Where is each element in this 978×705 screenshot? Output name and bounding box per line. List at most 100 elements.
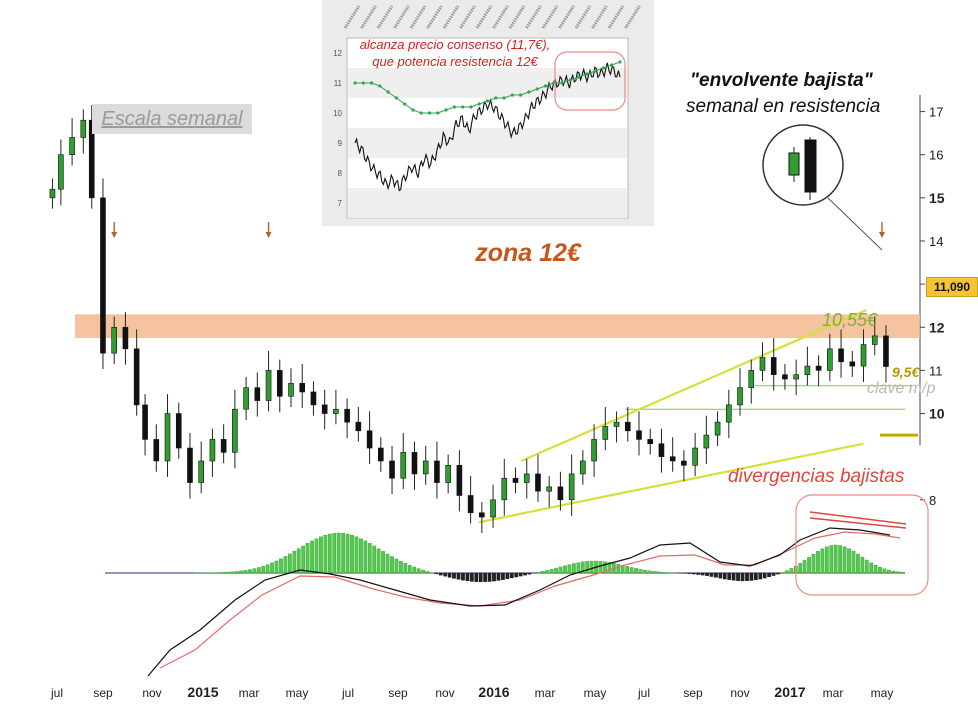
candle-up bbox=[580, 460, 586, 475]
macd-histogram-bar bbox=[567, 564, 572, 574]
macd-histogram-bar bbox=[762, 572, 767, 579]
resistance-zone-band bbox=[75, 314, 920, 339]
macd-histogram-bar bbox=[447, 572, 452, 578]
inset-date-label bbox=[360, 5, 377, 29]
inset-consensus-point bbox=[394, 96, 399, 100]
macd-histogram-bar bbox=[589, 560, 594, 574]
macd-histogram-bar bbox=[776, 572, 780, 575]
inset-consensus-point bbox=[369, 81, 374, 85]
macd-histogram-bar bbox=[279, 558, 283, 574]
candle-up bbox=[602, 426, 609, 440]
candle-up bbox=[726, 404, 732, 423]
candle-up bbox=[759, 357, 766, 371]
candle-up bbox=[748, 370, 755, 388]
macd-histogram-bar bbox=[407, 565, 412, 574]
candle-down bbox=[133, 348, 140, 406]
candle-up bbox=[243, 387, 249, 410]
inset-consensus-point bbox=[436, 111, 440, 115]
macd-histogram-bar bbox=[714, 572, 718, 578]
inset-date-label bbox=[343, 5, 361, 29]
inset-consensus-point bbox=[444, 108, 448, 112]
inset-date-label bbox=[541, 5, 559, 29]
macd-histogram-bar bbox=[740, 572, 745, 582]
envelope-title: "envolvente bajista" bbox=[690, 70, 873, 91]
macd-histogram-bar bbox=[403, 563, 408, 574]
price-tick-label: 14 bbox=[929, 234, 943, 249]
macd-histogram-bar bbox=[509, 572, 514, 579]
macd-histogram-bar bbox=[864, 559, 869, 574]
price-tick-label: 16 bbox=[929, 148, 943, 163]
macd-histogram-bar bbox=[487, 572, 492, 582]
month-tick-label: may bbox=[286, 686, 309, 700]
inset-consensus-point bbox=[535, 87, 539, 91]
month-tick-label: nov bbox=[142, 686, 161, 700]
macd-histogram-bar bbox=[332, 533, 337, 574]
inset-consensus-point bbox=[510, 93, 514, 97]
macd-histogram-bar bbox=[585, 561, 590, 574]
candle-down bbox=[636, 430, 642, 440]
macd-histogram-bar bbox=[376, 548, 381, 574]
month-tick-label: mar bbox=[535, 686, 556, 700]
macd-histogram-bar bbox=[283, 556, 288, 574]
candle-up bbox=[164, 413, 171, 462]
macd-histogram-bar bbox=[878, 566, 882, 574]
macd-histogram-bar bbox=[292, 551, 297, 574]
macd-histogram-bar bbox=[651, 571, 656, 574]
divergence-label: divergencias bajistas bbox=[728, 466, 905, 487]
macd-histogram-bar bbox=[469, 572, 474, 582]
macd-histogram-bar bbox=[643, 569, 647, 574]
macd-histogram-bar bbox=[856, 553, 860, 574]
macd-histogram-bar bbox=[780, 572, 785, 574]
macd-histogram-bar bbox=[501, 572, 505, 580]
macd-histogram-bar bbox=[634, 568, 638, 574]
inset-note: alcanza precio consenso (11,7€), que pot… bbox=[359, 37, 551, 69]
inset-price-line bbox=[354, 62, 621, 192]
inset-date-label bbox=[624, 5, 641, 29]
top-arrow-head bbox=[878, 232, 885, 238]
candle-down bbox=[378, 447, 384, 462]
candle-down bbox=[681, 460, 687, 466]
inset-consensus-point bbox=[601, 66, 606, 70]
candle-up bbox=[501, 477, 508, 501]
macd-histogram-bar bbox=[869, 562, 874, 574]
candle-down bbox=[175, 413, 182, 449]
month-tick-label: nov bbox=[730, 686, 749, 700]
scale-label: Escala semanal bbox=[92, 104, 252, 134]
candle-up bbox=[111, 326, 117, 354]
macd-histogram-bar bbox=[341, 533, 345, 574]
macd-histogram-bar bbox=[390, 556, 394, 574]
inset-consensus-point bbox=[378, 84, 382, 88]
macd-histogram-bar bbox=[274, 560, 279, 574]
candle-up bbox=[49, 188, 56, 199]
macd-histogram-bar bbox=[492, 572, 496, 582]
candle-up bbox=[523, 473, 530, 483]
macd-histogram-bar bbox=[452, 572, 456, 579]
macd-histogram-bar bbox=[749, 572, 754, 581]
macd-histogram-bar bbox=[536, 572, 541, 574]
macd-histogram-bar bbox=[687, 572, 692, 574]
macd-histogram-bar bbox=[838, 545, 842, 574]
inset-date-label bbox=[376, 5, 394, 29]
macd-histogram-bar bbox=[802, 560, 807, 574]
candle-down bbox=[815, 365, 822, 371]
envelope-candle-up bbox=[788, 152, 800, 176]
macd-histogram-bar bbox=[563, 565, 567, 574]
month-tick-label: jul bbox=[341, 686, 354, 700]
macd-histogram-bar bbox=[638, 569, 643, 574]
macd-histogram-bar bbox=[598, 561, 603, 574]
candle-down bbox=[467, 495, 474, 514]
candle-up bbox=[445, 464, 451, 483]
candle-down bbox=[220, 439, 227, 453]
macd-histogram-bar bbox=[345, 533, 350, 574]
inset-tick-label: 9 bbox=[338, 139, 343, 148]
macd-histogram-bar bbox=[496, 572, 501, 581]
candle-down bbox=[456, 464, 463, 496]
month-tick-label: sep bbox=[683, 686, 703, 700]
inset-date-label bbox=[393, 5, 410, 29]
inset-date-label bbox=[607, 5, 625, 29]
macd-histogram-bar bbox=[310, 540, 314, 574]
macd-histogram-bar bbox=[709, 572, 714, 577]
candle-down bbox=[647, 439, 654, 445]
macd-histogram-bar bbox=[301, 545, 306, 574]
